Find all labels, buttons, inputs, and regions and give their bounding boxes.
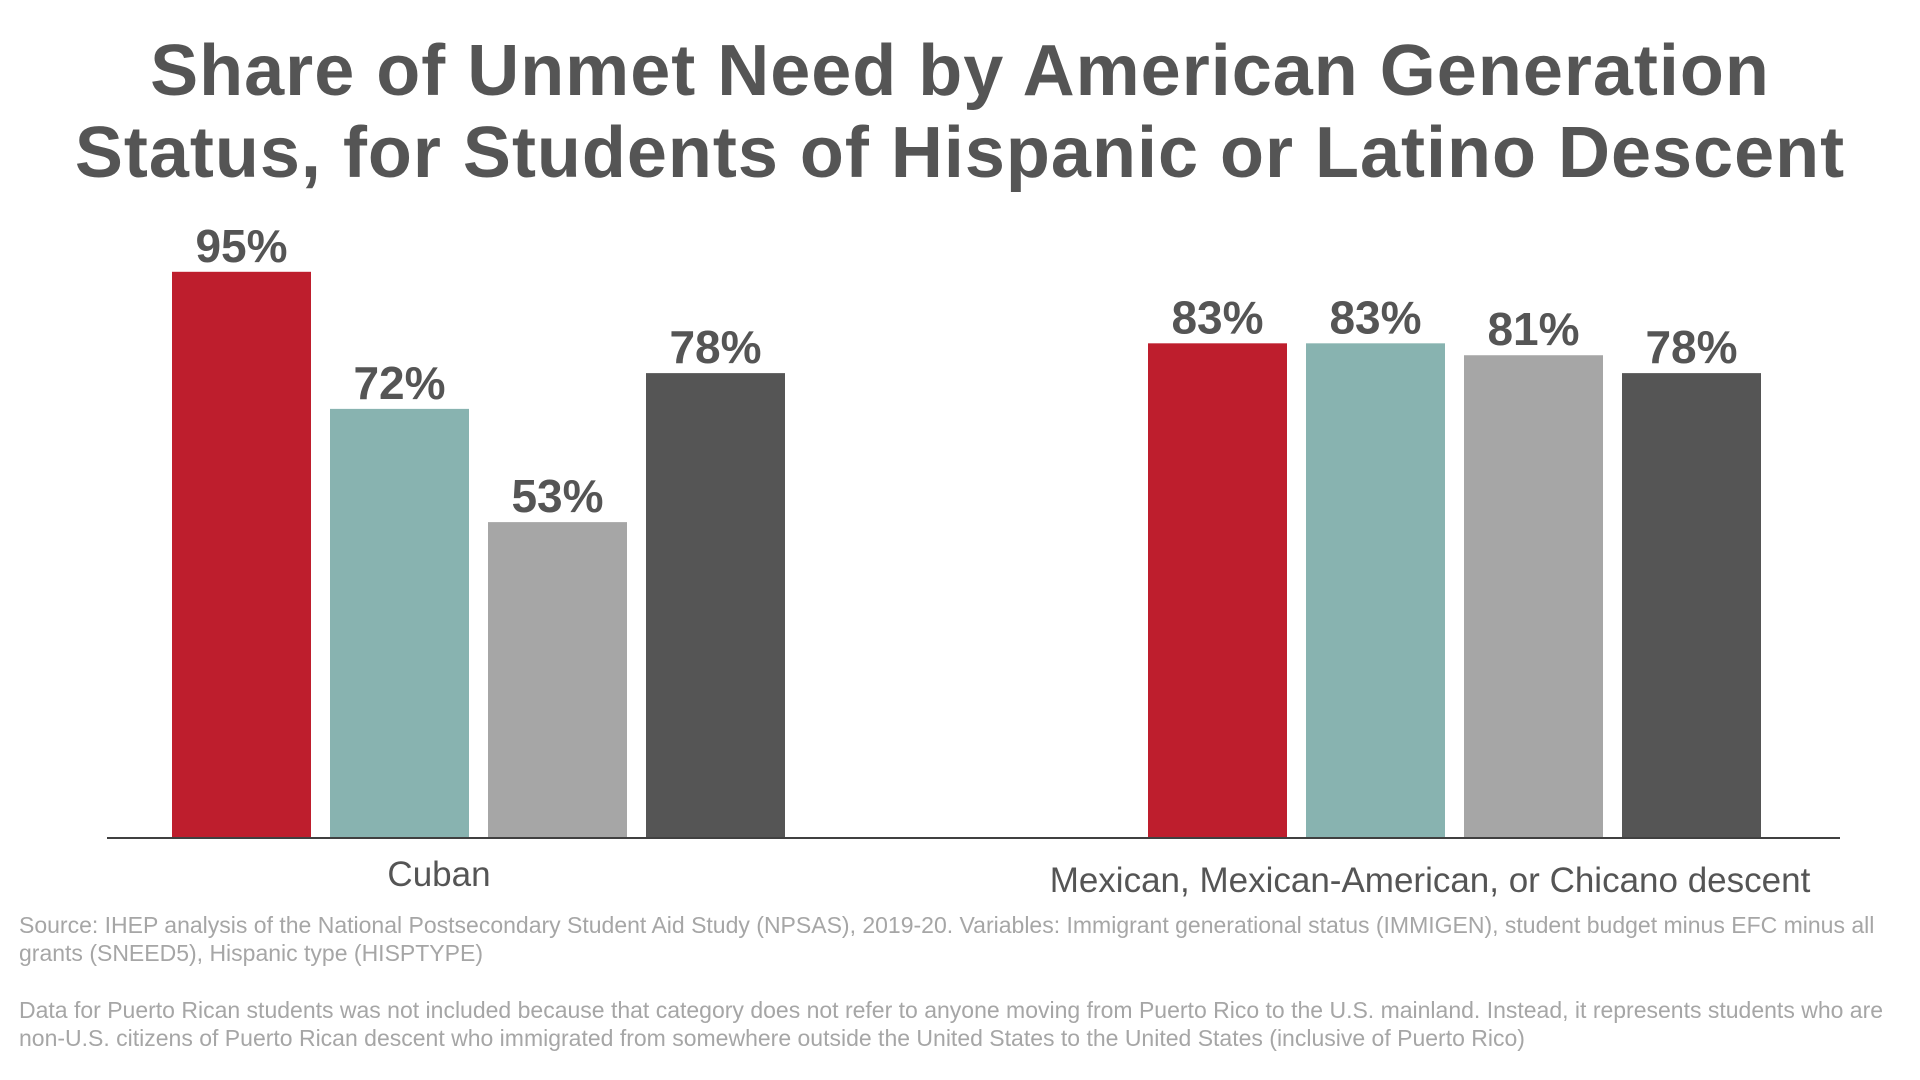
bar-1-1: [1306, 343, 1445, 838]
bar-0-3: [646, 373, 785, 838]
chart-title-line-1: Share of Unmet Need by American Generati…: [150, 31, 1770, 111]
data-label-0-3: 78%: [669, 321, 761, 373]
bar-0-1: [330, 408, 469, 838]
data-label-0-2: 53%: [511, 470, 603, 522]
bar-1-0: [1148, 343, 1287, 838]
bar-1-2: [1464, 355, 1603, 838]
category-label-0: Cuban: [387, 855, 490, 894]
source-note: Source: IHEP analysis of the National Po…: [19, 912, 1875, 966]
data-label-1-0: 83%: [1171, 291, 1263, 343]
data-label-1-3: 78%: [1645, 321, 1737, 373]
bar-1-3: [1622, 373, 1761, 838]
exclusion-note: Data for Puerto Rican students was not i…: [19, 997, 1884, 1051]
bar-0-2: [488, 522, 627, 838]
bar-0-0: [172, 271, 311, 838]
data-label-0-0: 95%: [195, 220, 287, 272]
data-label-0-1: 72%: [353, 357, 445, 409]
category-label-1: Mexican, Mexican-American, or Chicano de…: [1050, 861, 1811, 900]
data-label-1-1: 83%: [1329, 291, 1421, 343]
data-label-1-2: 81%: [1487, 303, 1579, 355]
chart-title-line-2: Status, for Students of Hispanic or Lati…: [74, 113, 1846, 193]
chart-title: Share of Unmet Need by American Generati…: [0, 30, 1920, 194]
